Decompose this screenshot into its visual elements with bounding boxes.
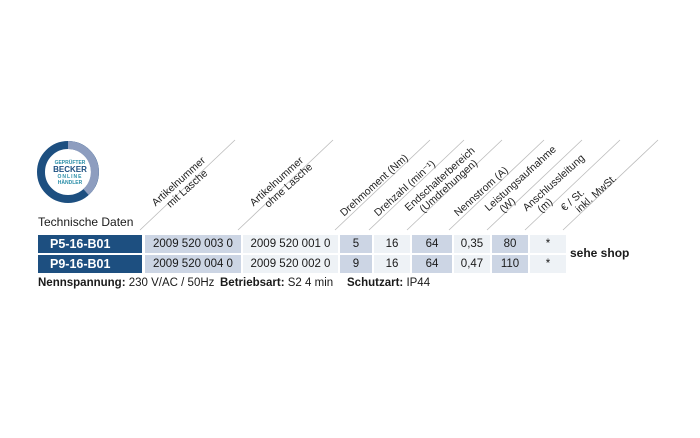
model-name: P5-16-B01 [38,235,142,253]
divider-line [448,139,545,231]
divider-line [368,139,465,231]
table-cell: 5 [340,235,372,253]
footer-voltage: Nennspannung: 230 V/AC / 50Hz [38,277,214,289]
logo-line: HÄNDLER [57,180,83,186]
table-cell: 64 [412,235,452,253]
logo-line: ONLINE [57,174,83,180]
footer-mode: Betriebsart: S2 4 min [220,277,333,289]
divider-line [334,139,431,231]
divider-line [237,139,334,231]
table-cell: 0,35 [454,235,490,253]
logo-text: GEPRÜFTER BECKER ONLINE HÄNDLER [50,160,90,186]
table-cell: 9 [340,255,372,273]
label: Nennspannung: [38,277,126,289]
table-cell: 2009 520 002 0 [243,255,338,273]
divider-line [486,139,583,231]
value: IP44 [406,277,431,289]
table-cell: 16 [374,235,410,253]
table-cell: 2009 520 004 0 [145,255,241,273]
logo-ring-icon [37,141,99,203]
logo-line: GEPRÜFTER [54,160,86,166]
table-cell: * [530,235,566,253]
table-cell: 0,47 [454,255,490,273]
table-cell: 2009 520 003 0 [145,235,241,253]
table-cell: * [530,255,566,273]
table-cell: 80 [492,235,528,253]
price-note: sehe shop [570,246,630,260]
logo-line: BECKER [53,165,87,174]
divider-line [406,139,503,231]
divider-line [524,139,621,231]
table-cell: 2009 520 001 0 [243,235,338,253]
becker-logo: GEPRÜFTER BECKER ONLINE HÄNDLER [36,140,100,204]
value: S2 4 min [287,277,334,289]
table-cell: 64 [412,255,452,273]
label: Betriebsart: [220,277,285,289]
model-name: P9-16-B01 [38,255,142,273]
table-cell: 110 [492,255,528,273]
section-title: Technische Daten [38,215,134,229]
table-cell: 16 [374,255,410,273]
divider-line [139,139,236,231]
value: 230 V/AC / 50Hz [128,277,215,289]
label: Schutzart: [347,277,404,289]
footer-protection: Schutzart: IP44 [347,277,430,289]
divider-line [562,139,659,231]
